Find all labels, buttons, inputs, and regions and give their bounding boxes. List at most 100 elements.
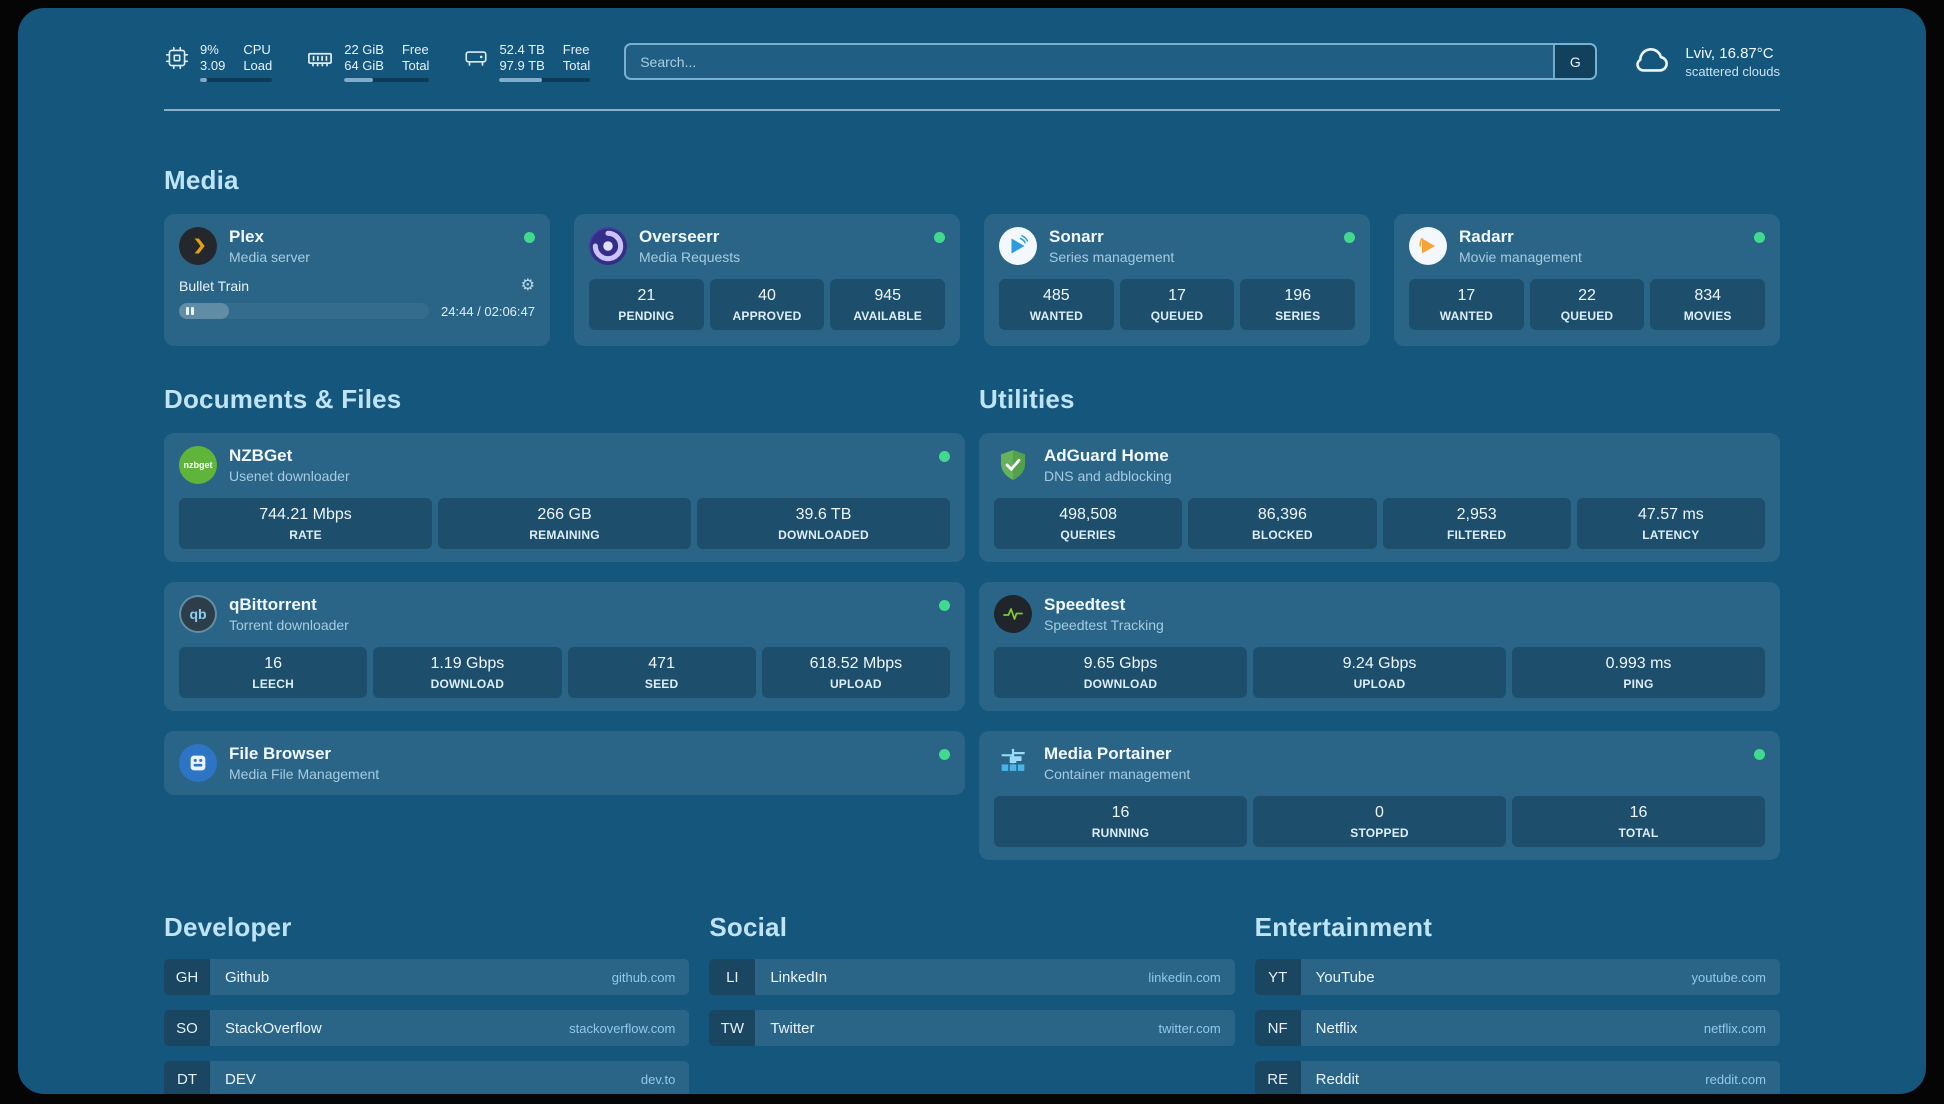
adguard-shield-icon xyxy=(994,446,1032,484)
bookmark-github[interactable]: GH Github github.com xyxy=(164,959,690,995)
stat-label: PING xyxy=(1623,677,1654,691)
pause-icon[interactable] xyxy=(186,307,194,315)
bookmark-reddit[interactable]: RE Reddit reddit.com xyxy=(1254,1061,1780,1094)
nzbget-head-text: NZBGet Usenet downloader xyxy=(229,446,350,484)
stat-value: 0.993 ms xyxy=(1605,655,1672,672)
stat-label: QUERIES xyxy=(1060,528,1116,542)
utilities-heading: Utilities xyxy=(979,384,1075,414)
stat-label: UPLOAD xyxy=(1353,677,1406,691)
stat-value: 16 xyxy=(1629,804,1648,821)
search-bar: G xyxy=(624,43,1598,80)
bookmark-dev[interactable]: DT DEV dev.to xyxy=(164,1061,690,1094)
bookmark-abbr: TW xyxy=(709,1010,756,1046)
stat-label: REMAINING xyxy=(529,528,600,542)
stat-box: 17 QUEUED xyxy=(1119,279,1235,330)
stat-value: 0 xyxy=(1375,804,1384,821)
stat-box: 9.65 Gbps DOWNLOAD xyxy=(994,647,1247,698)
overseerr-icon xyxy=(589,227,627,265)
bookmark-url: stackoverflow.com xyxy=(569,1020,676,1036)
bookmark-name: YouTube xyxy=(1315,968,1375,986)
stat-value: 196 xyxy=(1284,287,1312,304)
bookmark-stackoverflow[interactable]: SO StackOverflow stackoverflow.com xyxy=(164,1010,690,1046)
stat-value: 945 xyxy=(874,287,902,304)
search-input[interactable] xyxy=(626,45,1554,78)
stat-label: SEED xyxy=(644,677,679,691)
cpu-body: 9% 3.09 CPU Load xyxy=(200,41,273,82)
cloud-icon xyxy=(1631,38,1673,85)
stat-label: UPLOAD xyxy=(829,677,882,691)
bookmark-youtube[interactable]: YT YouTube youtube.com xyxy=(1254,959,1780,995)
bookmark-abbr: NF xyxy=(1254,1010,1301,1046)
bookmark-twitter[interactable]: TW Twitter twitter.com xyxy=(709,1010,1235,1046)
bookmark-linkedin[interactable]: LI LinkedIn linkedin.com xyxy=(709,959,1235,995)
bookmark-url: netflix.com xyxy=(1703,1020,1766,1036)
memory-progress-track xyxy=(344,77,430,82)
memory-values: 22 GiB 64 GiB xyxy=(344,42,384,73)
portainer-subtitle: Container management xyxy=(1044,766,1191,782)
bookmark-group-entertainment: Entertainment YT YouTube youtube.com NF … xyxy=(1254,912,1780,1094)
overseerr-head-text: Overseerr Media Requests xyxy=(639,227,740,265)
speedtest-card[interactable]: Speedtest Speedtest Tracking 9.65 Gbps D… xyxy=(979,582,1780,711)
stat-label: LEECH xyxy=(252,677,294,691)
stat-box: 196 SERIES xyxy=(1240,279,1356,330)
qbittorrent-card[interactable]: qb qBittorrent Torrent downloader 16 LEE… xyxy=(164,582,965,711)
sonarr-title: Sonarr xyxy=(1049,227,1104,246)
sonarr-card[interactable]: Sonarr Series management 485 WANTED 17 Q… xyxy=(984,214,1370,346)
pause-bar-left xyxy=(186,307,189,315)
stat-value: 1.19 Gbps xyxy=(430,655,505,672)
stat-value: 744.21 Mbps xyxy=(259,506,352,523)
filebrowser-icon xyxy=(179,744,217,782)
filebrowser-head-text: File Browser Media File Management xyxy=(229,744,379,782)
stat-value: 618.52 Mbps xyxy=(809,655,903,672)
developer-heading: Developer xyxy=(164,912,292,942)
stat-label: LATENCY xyxy=(1642,528,1700,542)
speedtest-icon xyxy=(994,595,1032,633)
sonarr-subtitle: Series management xyxy=(1049,249,1175,265)
bookmark-netflix[interactable]: NF Netflix netflix.com xyxy=(1254,1010,1780,1046)
overseerr-card[interactable]: Overseerr Media Requests 21 PENDING 40 A… xyxy=(574,214,960,346)
portainer-card[interactable]: Media Portainer Container management 16 … xyxy=(979,731,1780,860)
disk-widget: 52.4 TB 97.9 TB Free Total xyxy=(463,42,591,82)
disk-values: 52.4 TB 97.9 TB xyxy=(499,42,544,73)
documents-column: Documents & Files nzbget NZBGet Usenet d… xyxy=(164,384,965,860)
adguard-card[interactable]: AdGuard Home DNS and adblocking 498,508 … xyxy=(979,433,1780,562)
radarr-card[interactable]: Radarr Movie management 17 WANTED 22 QUE… xyxy=(1394,214,1780,346)
stat-box: 0.993 ms PING xyxy=(1512,647,1765,698)
plex-progress-track xyxy=(179,303,430,319)
stat-value: 22 xyxy=(1578,287,1596,304)
adguard-subtitle: DNS and adblocking xyxy=(1044,468,1172,484)
stat-box: 39.6 TB DOWNLOADED xyxy=(697,498,950,549)
memory-free-label: Free xyxy=(401,41,429,57)
radarr-icon xyxy=(1409,227,1447,265)
stat-label: DOWNLOAD xyxy=(1083,677,1158,691)
plex-head-text: Plex Media server xyxy=(229,227,310,265)
stat-label: DOWNLOADED xyxy=(778,528,869,542)
dashboard-page: 9% 3.09 CPU Load xyxy=(18,8,1926,1094)
adguard-title: AdGuard Home xyxy=(1044,446,1169,465)
nzbget-card[interactable]: nzbget NZBGet Usenet downloader 744.21 M… xyxy=(164,433,965,562)
overseerr-status-dot xyxy=(934,232,945,243)
cpu-load-label: Load xyxy=(243,57,273,73)
developer-rows: GH Github github.com SO StackOverflow st… xyxy=(164,959,690,1094)
pause-bar-right xyxy=(191,307,194,315)
utilities-column: Utilities AdGuard Home xyxy=(979,384,1780,860)
filebrowser-status-dot xyxy=(939,749,950,760)
bookmark-abbr: RE xyxy=(1254,1061,1301,1094)
gear-icon[interactable]: ⚙ xyxy=(520,277,535,294)
filebrowser-card[interactable]: File Browser Media File Management xyxy=(164,731,965,795)
topbar-divider xyxy=(164,109,1780,111)
documents-heading: Documents & Files xyxy=(164,384,402,414)
cpu-labels: CPU Load xyxy=(243,42,272,73)
disk-free-value: 52.4 TB xyxy=(499,41,545,57)
entertainment-rows: YT YouTube youtube.com NF Netflix netfli… xyxy=(1254,959,1780,1094)
stat-value: 9.24 Gbps xyxy=(1342,655,1417,672)
sonarr-status-dot xyxy=(1344,232,1355,243)
sonarr-head-text: Sonarr Series management xyxy=(1049,227,1174,265)
stat-value: 9.65 Gbps xyxy=(1083,655,1158,672)
stat-value: 498,508 xyxy=(1059,506,1118,523)
search-engine-button[interactable]: G xyxy=(1553,45,1596,78)
cpu-usage-value: 9% xyxy=(200,41,219,57)
portainer-title: Media Portainer xyxy=(1044,744,1172,763)
filebrowser-subtitle: Media File Management xyxy=(229,766,380,782)
plex-card[interactable]: Plex Media server Bullet Train ⚙ xyxy=(164,214,550,346)
